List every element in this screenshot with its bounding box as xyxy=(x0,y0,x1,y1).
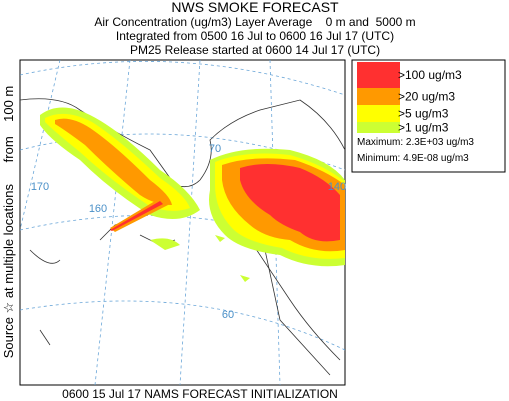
legend-label: >1 ug/m3 xyxy=(398,121,449,135)
legend-label: >5 ug/m3 xyxy=(398,107,449,121)
grid-label: 140 xyxy=(328,181,346,193)
legend-swatch xyxy=(357,122,400,133)
map xyxy=(19,59,346,386)
subtitle: PM25 Release started at 0600 14 Jul 17 (… xyxy=(130,43,380,57)
side-label: Source ☆ at multiple locations from 100 … xyxy=(1,86,16,359)
legend-minimum: Minimum: 4.9E-08 ug/m3 xyxy=(357,153,469,164)
grid-label: 160 xyxy=(89,203,107,215)
legend-swatch xyxy=(357,105,400,122)
title: NWS SMOKE FORECAST xyxy=(171,0,339,15)
subtitle: Integrated from 0500 16 Jul to 0600 16 J… xyxy=(116,29,394,43)
legend-swatch xyxy=(357,88,400,105)
grid-label: 60 xyxy=(222,309,234,321)
legend-label: >20 ug/m3 xyxy=(398,90,455,104)
grid-label: 170 xyxy=(31,181,49,193)
grid-label: 70 xyxy=(209,143,221,155)
footer: 0600 15 Jul 17 NAMS FORECAST INITIALIZAT… xyxy=(62,387,338,401)
legend-maximum: Maximum: 2.3E+03 ug/m3 xyxy=(357,137,474,148)
subtitle: Air Concentration (ug/m3) Layer Average … xyxy=(94,15,415,29)
legend-label: >100 ug/m3 xyxy=(398,68,462,82)
legend: Maximum: 2.3E+03 ug/m3 Minimum: 4.9E-08 … xyxy=(351,59,506,173)
legend-swatch xyxy=(357,62,400,88)
